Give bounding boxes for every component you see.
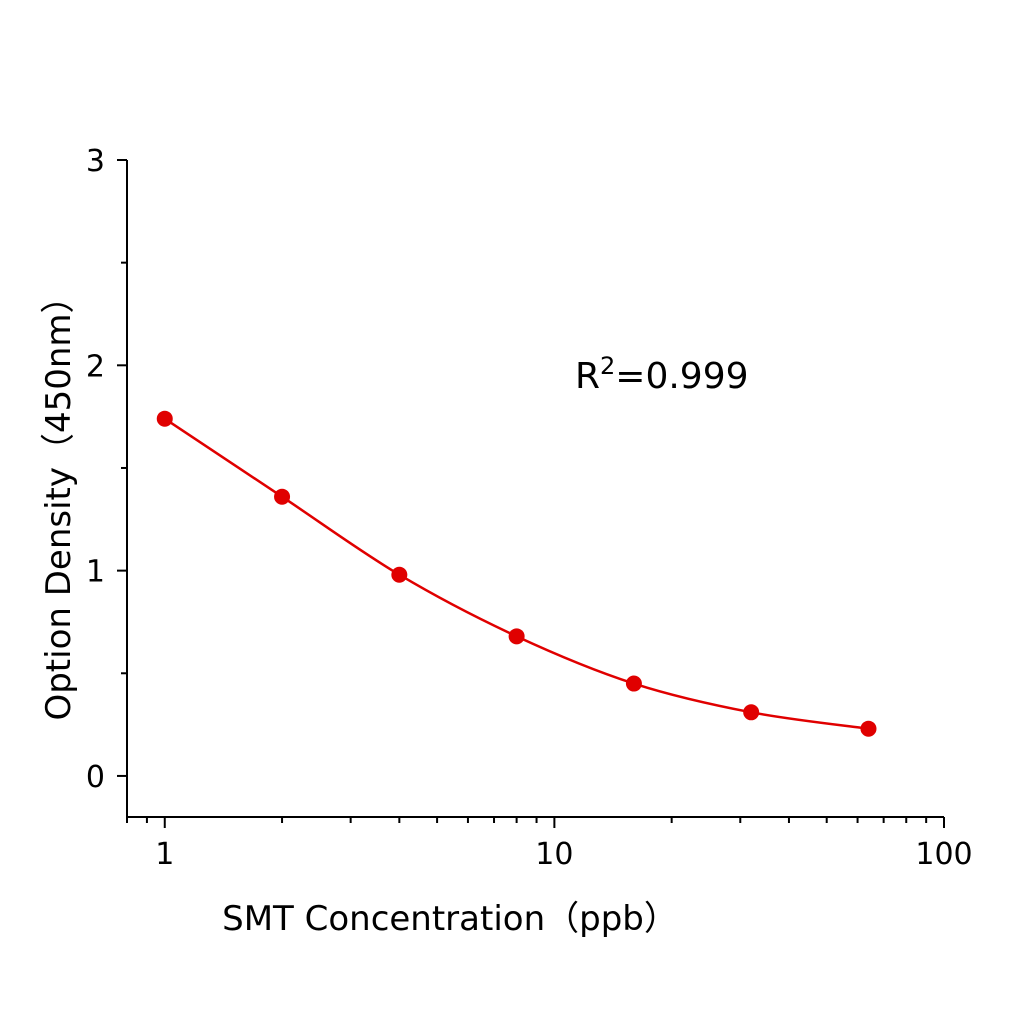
data-point bbox=[391, 566, 408, 583]
r-squared-annotation: R2=0.999 bbox=[575, 352, 749, 397]
y-tick-label: 1 bbox=[86, 555, 105, 590]
data-point bbox=[274, 488, 291, 505]
y-tick-label: 0 bbox=[86, 760, 105, 795]
x-axis-title: SMT Concentration（ppb） bbox=[222, 899, 678, 939]
data-point bbox=[743, 704, 760, 721]
data-point bbox=[508, 628, 525, 645]
data-point bbox=[625, 675, 642, 692]
data-points bbox=[156, 410, 877, 737]
x-tick-label: 1 bbox=[155, 837, 174, 872]
r-squared-label: R bbox=[575, 356, 600, 397]
x-tick-label: 10 bbox=[535, 837, 573, 872]
data-point bbox=[860, 720, 877, 737]
axes bbox=[126, 160, 944, 818]
data-point bbox=[156, 410, 173, 427]
y-axis-title: Option Density（450nm） bbox=[39, 279, 79, 720]
fit-curve bbox=[164, 417, 869, 730]
r-squared-superscript: 2 bbox=[600, 352, 615, 380]
y-tick-label: 3 bbox=[86, 144, 105, 179]
ticks bbox=[117, 159, 945, 828]
tick-labels: 0 1 2 3 1 10 100 bbox=[86, 144, 973, 872]
x-tick-label: 100 bbox=[915, 837, 972, 872]
r-squared-value: =0.999 bbox=[615, 356, 748, 397]
y-tick-label: 2 bbox=[86, 349, 105, 384]
